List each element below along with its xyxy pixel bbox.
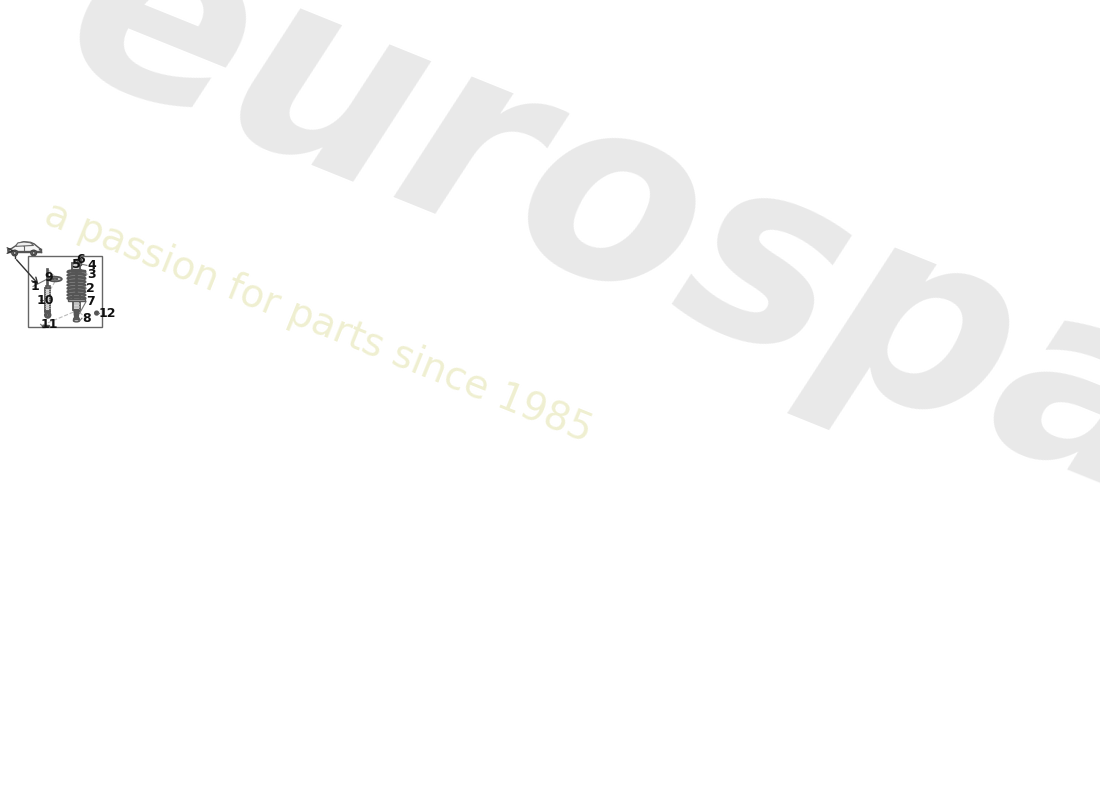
Ellipse shape [53, 278, 57, 280]
Circle shape [12, 250, 18, 256]
Polygon shape [45, 288, 51, 311]
Polygon shape [76, 259, 77, 261]
Circle shape [96, 312, 98, 314]
Polygon shape [15, 242, 34, 246]
Ellipse shape [40, 249, 41, 250]
Ellipse shape [48, 277, 62, 282]
Polygon shape [45, 311, 51, 312]
Text: 1: 1 [31, 280, 40, 293]
Polygon shape [75, 261, 78, 263]
Polygon shape [75, 315, 78, 317]
Polygon shape [74, 294, 79, 310]
Circle shape [95, 311, 98, 314]
Polygon shape [79, 259, 80, 263]
Text: 9: 9 [44, 270, 53, 284]
Polygon shape [75, 317, 78, 318]
Text: 3: 3 [87, 268, 96, 281]
Circle shape [31, 250, 36, 256]
Polygon shape [42, 325, 45, 326]
Polygon shape [75, 313, 78, 314]
Text: 4: 4 [87, 259, 96, 272]
Polygon shape [74, 311, 79, 313]
Polygon shape [74, 318, 79, 320]
Text: 10: 10 [36, 294, 54, 307]
Text: 2: 2 [86, 282, 95, 294]
Polygon shape [67, 299, 86, 301]
Polygon shape [72, 270, 81, 271]
Ellipse shape [12, 250, 18, 253]
Text: 5: 5 [72, 258, 80, 271]
Circle shape [45, 312, 51, 318]
Polygon shape [74, 310, 79, 311]
Polygon shape [73, 263, 80, 270]
Text: a passion for parts since 1985: a passion for parts since 1985 [40, 194, 597, 450]
Polygon shape [75, 314, 78, 315]
Text: 12: 12 [99, 306, 117, 319]
Circle shape [13, 251, 16, 254]
Polygon shape [79, 263, 81, 265]
Text: 7: 7 [86, 295, 95, 308]
Text: 8: 8 [82, 312, 91, 325]
Text: eurospares: eurospares [34, 0, 1100, 722]
Polygon shape [8, 242, 41, 251]
Polygon shape [46, 286, 50, 288]
Circle shape [46, 314, 48, 316]
Ellipse shape [31, 250, 36, 253]
Circle shape [32, 251, 35, 254]
Polygon shape [76, 271, 77, 294]
Ellipse shape [74, 319, 79, 322]
Text: 11: 11 [41, 318, 58, 331]
Text: 6: 6 [76, 253, 85, 266]
